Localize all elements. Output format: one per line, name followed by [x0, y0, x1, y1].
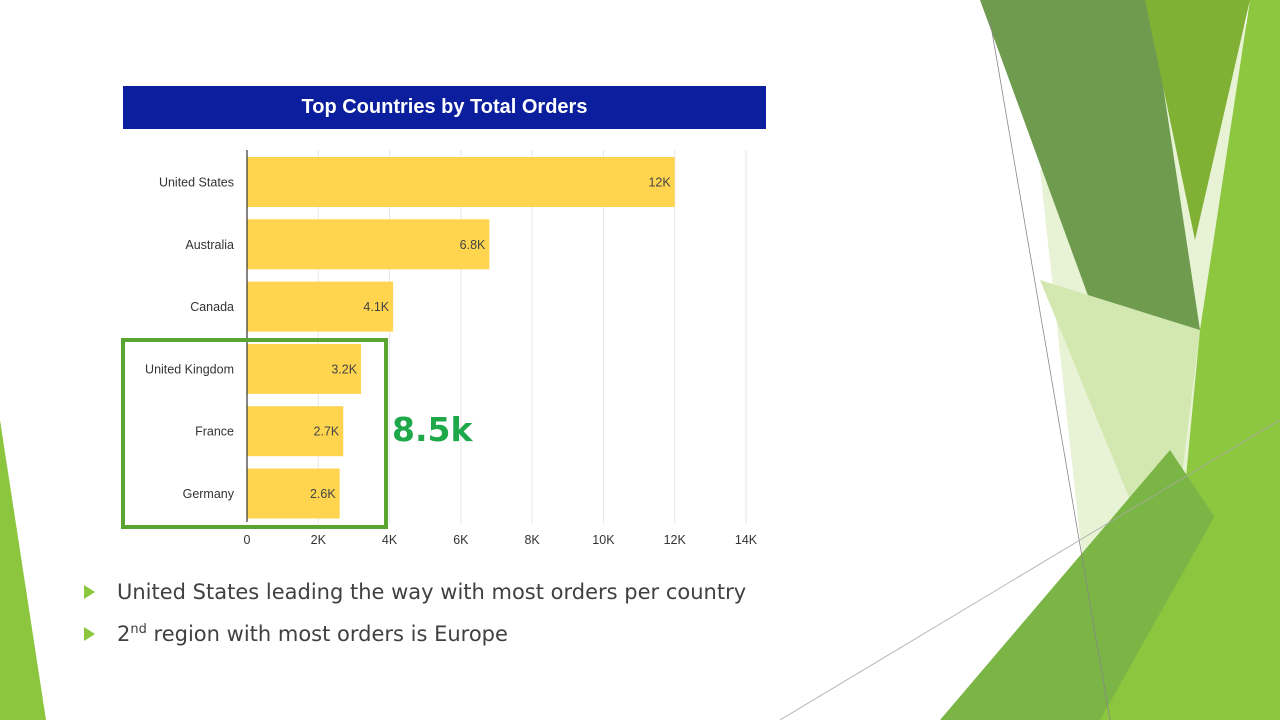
deco-shape-bottom-right	[1100, 400, 1280, 720]
category-label: France	[195, 425, 234, 439]
bar	[247, 219, 490, 270]
bullet-item-1: United States leading the way with most …	[84, 580, 746, 604]
bar	[247, 406, 344, 457]
bullet-text-2-post: region with most orders is Europe	[146, 622, 508, 646]
bullet-text-2-pre: 2	[117, 622, 131, 646]
value-label: 2.7K	[314, 425, 340, 439]
x-tick-label: 8K	[524, 533, 540, 547]
bar	[247, 468, 340, 519]
category-label: Australia	[185, 238, 234, 252]
labels: 0 2K 4K 6K 8K 10K 12K 14K 12K United States 6.8K Au…	[145, 176, 758, 548]
bullet-item-2: 2nd region with most orders is Europe	[84, 622, 508, 646]
grid-lines	[317, 150, 747, 524]
x-tick-label: 12K	[664, 533, 687, 547]
category-label: United States	[159, 176, 234, 190]
bullet-arrow-icon	[84, 585, 95, 599]
value-label: 4.1K	[363, 300, 389, 314]
value-label: 6.8K	[460, 238, 486, 252]
x-tick-label: 2K	[311, 533, 327, 547]
x-tick-label: 6K	[453, 533, 469, 547]
deco-line-2	[779, 419, 1280, 720]
x-tick-label: 14K	[735, 533, 758, 547]
category-label: United Kingdom	[145, 362, 234, 376]
x-tick-label: 4K	[382, 533, 398, 547]
value-label: 2.6K	[310, 487, 336, 501]
bar	[247, 343, 362, 394]
value-label: 12K	[648, 176, 671, 190]
category-label: Canada	[190, 300, 234, 314]
bars	[247, 157, 675, 519]
europe-total-annotation: 8.5k	[392, 410, 473, 449]
x-tick-label: 10K	[592, 533, 615, 547]
bullet-text-2-sup: nd	[130, 622, 147, 637]
left-accent-shape	[0, 420, 46, 720]
bar	[247, 281, 394, 332]
europe-highlight-box	[121, 338, 388, 529]
deco-shape-mid	[1145, 0, 1250, 240]
chart-title: Top Countries by Total Orders	[123, 86, 766, 129]
deco-line-1	[989, 19, 1111, 720]
bar	[247, 157, 675, 207]
bullet-text-2: 2nd region with most orders is Europe	[117, 622, 508, 646]
bullet-arrow-icon	[84, 627, 95, 641]
bullet-text-1: United States leading the way with most …	[117, 580, 747, 604]
category-label: Germany	[183, 487, 235, 501]
value-label: 3.2K	[331, 362, 357, 376]
x-tick-label: 0	[244, 533, 251, 547]
